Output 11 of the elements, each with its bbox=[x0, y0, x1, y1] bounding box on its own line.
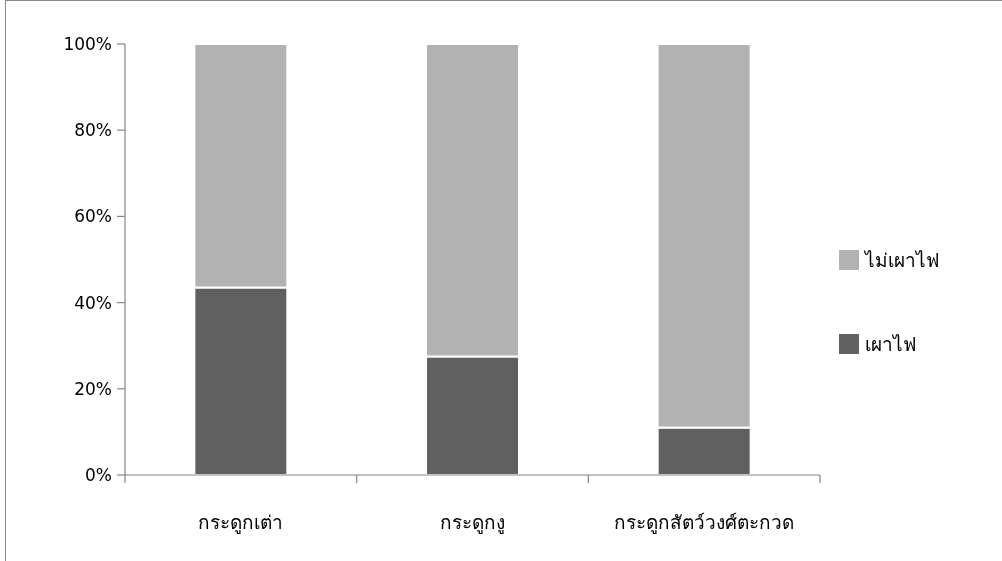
y-tick-label: 80% bbox=[74, 120, 112, 141]
y-tick-label: 20% bbox=[74, 378, 112, 399]
legend-label: ไม่เผาไฟ bbox=[863, 249, 939, 271]
x-tick-label: กระดูกสัตว์วงศ์ตะกวด bbox=[614, 511, 795, 534]
x-tick-label: กระดูกงู bbox=[440, 511, 505, 534]
y-tick-label: 60% bbox=[74, 206, 112, 227]
legend-label: เผาไฟ bbox=[865, 333, 916, 355]
x-tick-label: กระดูกเต่า bbox=[198, 511, 284, 534]
y-tick-label: 0% bbox=[85, 465, 112, 485]
y-tick-label: 100% bbox=[63, 34, 112, 54]
y-tick-label: 40% bbox=[74, 292, 112, 313]
